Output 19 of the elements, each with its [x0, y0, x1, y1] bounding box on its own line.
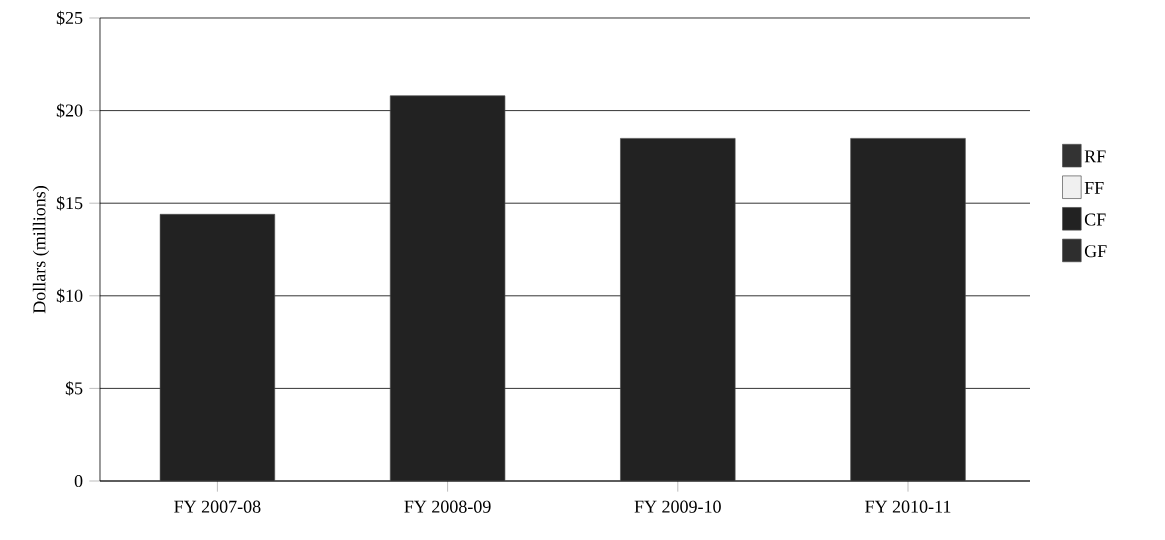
x-tick-label: FY 2010-11 — [865, 500, 951, 513]
legend-label: RF — [1084, 150, 1106, 163]
y-tick-label: $25 — [56, 10, 83, 26]
legend-label: FF — [1084, 181, 1104, 194]
bar — [620, 138, 736, 481]
x-tick-label: FY 2007-08 — [174, 500, 261, 513]
bar — [850, 138, 966, 481]
y-tick-label: $15 — [56, 196, 83, 211]
y-tick-label: $5 — [65, 381, 83, 396]
y-tick-label: 0 — [74, 474, 83, 488]
bar — [389, 95, 506, 481]
y-tick-label: $10 — [56, 288, 83, 304]
x-tick-label: FY 2008-09 — [404, 500, 491, 513]
y-axis-title: Dollars (millions) — [32, 186, 50, 314]
legend-label: CF — [1084, 213, 1106, 226]
y-tick-label: $20 — [56, 103, 83, 118]
x-tick-label: FY 2009-10 — [634, 500, 721, 513]
bar — [159, 213, 276, 481]
legend-label: GF — [1084, 245, 1107, 258]
